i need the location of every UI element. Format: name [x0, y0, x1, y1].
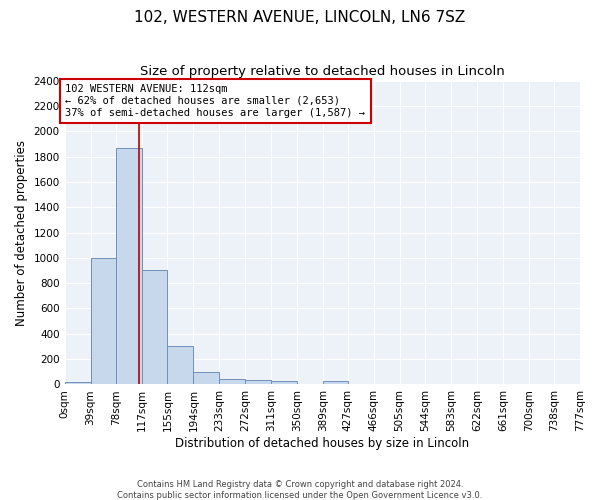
Bar: [271, 382, 297, 384]
Bar: [91, 258, 116, 384]
Title: Size of property relative to detached houses in Lincoln: Size of property relative to detached ho…: [140, 65, 505, 78]
Text: 102, WESTERN AVENUE, LINCOLN, LN6 7SZ: 102, WESTERN AVENUE, LINCOLN, LN6 7SZ: [134, 10, 466, 25]
Bar: [65, 382, 91, 384]
Bar: [167, 346, 193, 385]
Bar: [245, 380, 271, 384]
Y-axis label: Number of detached properties: Number of detached properties: [15, 140, 28, 326]
X-axis label: Distribution of detached houses by size in Lincoln: Distribution of detached houses by size …: [175, 437, 469, 450]
Bar: [116, 148, 142, 384]
Bar: [142, 270, 167, 384]
Text: 102 WESTERN AVENUE: 112sqm
← 62% of detached houses are smaller (2,653)
37% of s: 102 WESTERN AVENUE: 112sqm ← 62% of deta…: [65, 84, 365, 117]
Bar: [219, 379, 245, 384]
Bar: [193, 372, 219, 384]
Text: Contains HM Land Registry data © Crown copyright and database right 2024.
Contai: Contains HM Land Registry data © Crown c…: [118, 480, 482, 500]
Bar: [323, 382, 348, 384]
